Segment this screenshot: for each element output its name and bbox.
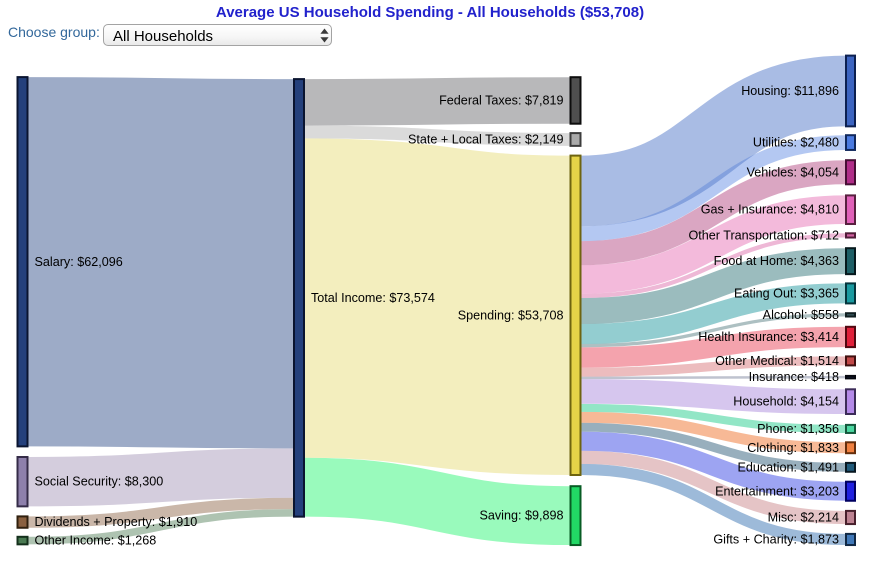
- svg-text:Insurance: $418: Insurance: $418: [749, 370, 839, 384]
- svg-text:Eating Out: $3,365: Eating Out: $3,365: [734, 286, 839, 300]
- svg-text:Utilities: $2,480: Utilities: $2,480: [753, 136, 839, 150]
- svg-text:Gifts + Charity: $1,873: Gifts + Charity: $1,873: [713, 533, 839, 547]
- svg-text:Total Income: $73,574: Total Income: $73,574: [311, 291, 435, 305]
- svg-text:Education: $1,491: Education: $1,491: [737, 460, 839, 474]
- svg-text:Vehicles: $4,054: Vehicles: $4,054: [747, 165, 839, 179]
- svg-text:Housing: $11,896: Housing: $11,896: [741, 84, 839, 98]
- svg-text:Household: $4,154: Household: $4,154: [733, 395, 839, 409]
- svg-text:Federal Taxes: $7,819: Federal Taxes: $7,819: [439, 93, 563, 107]
- svg-text:Other Transportation: $712: Other Transportation: $712: [688, 228, 839, 242]
- svg-text:Other Income: $1,268: Other Income: $1,268: [35, 534, 157, 548]
- svg-text:Spending: $53,708: Spending: $53,708: [458, 308, 564, 322]
- svg-text:Other Medical: $1,514: Other Medical: $1,514: [715, 354, 839, 368]
- svg-text:Gas + Insurance: $4,810: Gas + Insurance: $4,810: [701, 203, 839, 217]
- svg-text:Social Security: $8,300: Social Security: $8,300: [35, 475, 164, 489]
- svg-text:Clothing: $1,833: Clothing: $1,833: [747, 441, 839, 455]
- svg-text:Entertainment: $3,203: Entertainment: $3,203: [715, 484, 839, 498]
- svg-text:Misc: $2,214: Misc: $2,214: [768, 511, 839, 525]
- svg-text:Phone: $1,356: Phone: $1,356: [757, 422, 839, 436]
- svg-text:Alcohol: $558: Alcohol: $558: [763, 308, 839, 322]
- svg-text:Saving: $9,898: Saving: $9,898: [479, 509, 563, 523]
- svg-text:Salary: $62,096: Salary: $62,096: [35, 255, 123, 269]
- svg-text:Dividends + Property: $1,910: Dividends + Property: $1,910: [35, 515, 198, 529]
- svg-text:Food at Home: $4,363: Food at Home: $4,363: [714, 254, 839, 268]
- svg-text:Health Insurance: $3,414: Health Insurance: $3,414: [698, 330, 839, 344]
- svg-text:State + Local Taxes: $2,149: State + Local Taxes: $2,149: [408, 133, 564, 147]
